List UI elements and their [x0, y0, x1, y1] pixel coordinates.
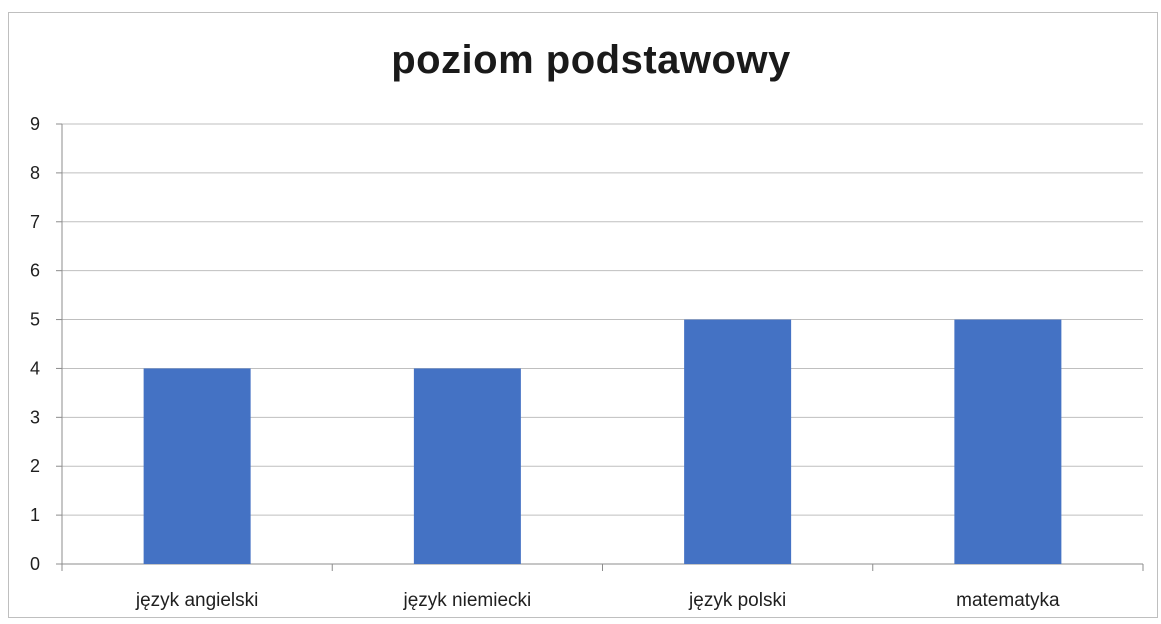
- x-category-label-4: matematyka: [956, 590, 1060, 611]
- chart-title: poziom podstawowy: [391, 38, 791, 82]
- y-tick-label-0: 0: [30, 554, 40, 574]
- x-category-label-3: język polski: [688, 590, 786, 611]
- bars: [143, 319, 1062, 564]
- x-category-label-1: język angielski: [135, 590, 259, 611]
- x-category-label-2: język niemiecki: [402, 590, 531, 611]
- y-tick-labels: 0 1 2 3 4 5 6 7 8 9: [30, 114, 40, 574]
- y-tick-label-6: 6: [30, 261, 40, 281]
- y-tick-label-4: 4: [30, 358, 40, 378]
- y-tick-label-3: 3: [30, 407, 40, 427]
- y-tick-label-1: 1: [30, 505, 40, 525]
- y-tick-label-5: 5: [30, 310, 40, 330]
- y-tick-label-9: 9: [30, 114, 40, 134]
- bar-3: [684, 319, 792, 564]
- y-tick-label-8: 8: [30, 163, 40, 183]
- y-tick-label-2: 2: [30, 456, 40, 476]
- x-category-labels: język angielski język niemiecki język pols…: [135, 590, 1060, 611]
- y-tick-label-7: 7: [30, 212, 40, 232]
- bar-4: [954, 319, 1062, 564]
- bar-1: [143, 368, 251, 564]
- bar-2: [413, 368, 521, 564]
